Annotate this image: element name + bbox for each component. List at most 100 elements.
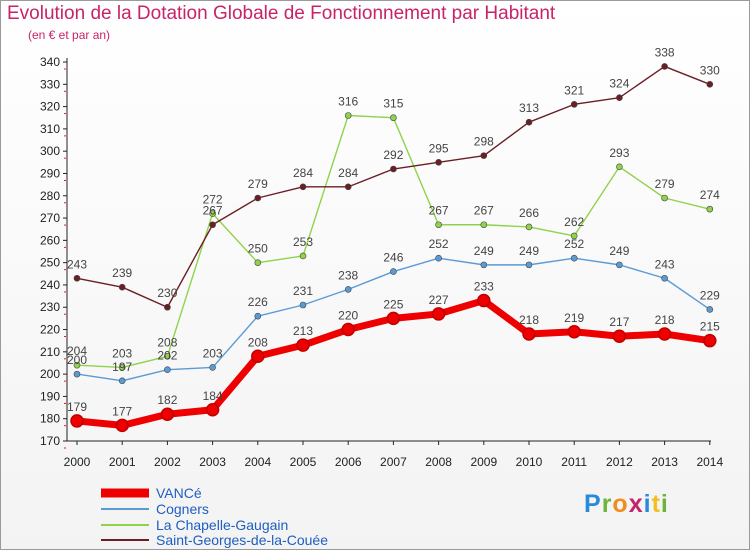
data-label: 253 xyxy=(293,235,313,249)
y-tick-label: 180 xyxy=(40,412,60,426)
chart-data-labels: 179 177 182 184 208 213 220 225 227 233 218 219 217 2… xyxy=(67,45,720,418)
data-label: 208 xyxy=(248,335,268,349)
data-label: 293 xyxy=(609,146,629,160)
data-label: 215 xyxy=(700,320,720,334)
data-label: 226 xyxy=(248,295,268,309)
data-point xyxy=(522,327,536,341)
y-tick-label: 280 xyxy=(40,189,60,203)
data-label: 321 xyxy=(564,83,584,97)
data-point xyxy=(390,114,397,122)
y-tick-label: 340 xyxy=(40,55,60,69)
data-label: 252 xyxy=(564,237,584,251)
data-label: 338 xyxy=(655,45,675,59)
data-label: 295 xyxy=(429,141,449,155)
proxiti-logo: Proxiti xyxy=(584,490,669,518)
x-tick-label: 2007 xyxy=(380,455,407,469)
data-label: 200 xyxy=(67,353,87,367)
y-tick-label: 330 xyxy=(40,77,60,91)
chart-axes: 170 180 190 200 210 220 230 240 250 260 270 280 290 3… xyxy=(40,55,724,469)
chart-series xyxy=(70,63,717,433)
data-label: 220 xyxy=(338,309,358,323)
x-tick-label: 2008 xyxy=(425,455,452,469)
data-point xyxy=(296,338,310,352)
x-tick-label: 2009 xyxy=(470,455,497,469)
data-point xyxy=(251,349,265,364)
data-point xyxy=(70,414,84,428)
data-label: 239 xyxy=(112,266,132,280)
data-label: 182 xyxy=(157,393,177,407)
data-label: 324 xyxy=(609,77,629,91)
data-label: 218 xyxy=(519,313,539,327)
y-tick-label: 190 xyxy=(40,389,60,403)
data-point xyxy=(390,268,397,275)
y-tick-label: 320 xyxy=(40,100,60,114)
data-point xyxy=(209,364,216,371)
y-tick-label: 270 xyxy=(40,211,60,225)
data-point xyxy=(160,407,175,421)
y-tick-label: 210 xyxy=(40,345,60,359)
data-label: 279 xyxy=(248,177,268,191)
data-label: 313 xyxy=(519,101,539,115)
data-point xyxy=(299,252,307,260)
data-point xyxy=(344,112,352,119)
data-point xyxy=(205,403,220,417)
y-tick-label: 240 xyxy=(40,278,60,292)
y-tick-label: 250 xyxy=(40,256,60,270)
x-tick-label: 2002 xyxy=(154,455,181,469)
x-tick-label: 2001 xyxy=(109,455,136,469)
data-label: 197 xyxy=(112,360,132,374)
data-label: 229 xyxy=(700,288,720,302)
data-label: 249 xyxy=(474,244,494,258)
y-tick-label: 310 xyxy=(40,122,60,136)
y-tick-label: 220 xyxy=(40,323,60,337)
x-tick-label: 2006 xyxy=(335,455,362,469)
data-point xyxy=(567,325,581,339)
data-point xyxy=(616,261,623,269)
data-label: 272 xyxy=(203,193,223,207)
data-label: 213 xyxy=(293,324,313,338)
data-label: 218 xyxy=(655,313,675,327)
data-point xyxy=(525,223,533,231)
x-tick-label: 2000 xyxy=(64,455,91,469)
data-label: 279 xyxy=(655,177,675,191)
data-point xyxy=(164,366,171,373)
data-point xyxy=(661,274,668,282)
data-point xyxy=(254,312,262,320)
data-point xyxy=(164,303,171,311)
data-label: 231 xyxy=(293,284,313,298)
data-point xyxy=(612,329,627,343)
data-point xyxy=(118,364,126,371)
data-point xyxy=(570,101,578,108)
data-label: 249 xyxy=(519,244,539,258)
x-tick-label: 2004 xyxy=(244,455,271,469)
data-point xyxy=(525,118,533,126)
data-point xyxy=(209,221,216,229)
data-label: 284 xyxy=(293,166,313,180)
data-point xyxy=(73,370,81,378)
y-tick-label: 290 xyxy=(40,166,60,180)
data-label: 284 xyxy=(338,166,358,180)
data-label: 298 xyxy=(474,135,494,149)
x-tick-label: 2005 xyxy=(290,455,317,469)
data-label: 204 xyxy=(67,344,87,358)
data-point xyxy=(299,301,307,309)
data-label: 184 xyxy=(203,389,223,403)
data-label: 238 xyxy=(338,268,358,282)
data-point xyxy=(254,194,262,202)
data-point xyxy=(164,352,171,360)
data-point xyxy=(390,165,397,173)
data-label: 250 xyxy=(248,242,268,256)
y-tick-label: 300 xyxy=(40,144,60,158)
data-label: 292 xyxy=(383,148,403,162)
data-point xyxy=(299,183,307,191)
data-point xyxy=(341,322,355,337)
legend-label: Saint-Georges-de-la-Couée xyxy=(156,532,328,548)
data-label: 177 xyxy=(112,404,132,418)
data-label: 266 xyxy=(519,206,539,220)
data-point xyxy=(118,377,126,385)
data-label: 203 xyxy=(203,346,223,360)
x-tick-label: 2013 xyxy=(651,455,678,469)
data-label: 249 xyxy=(609,244,629,258)
data-label: 243 xyxy=(655,257,675,271)
